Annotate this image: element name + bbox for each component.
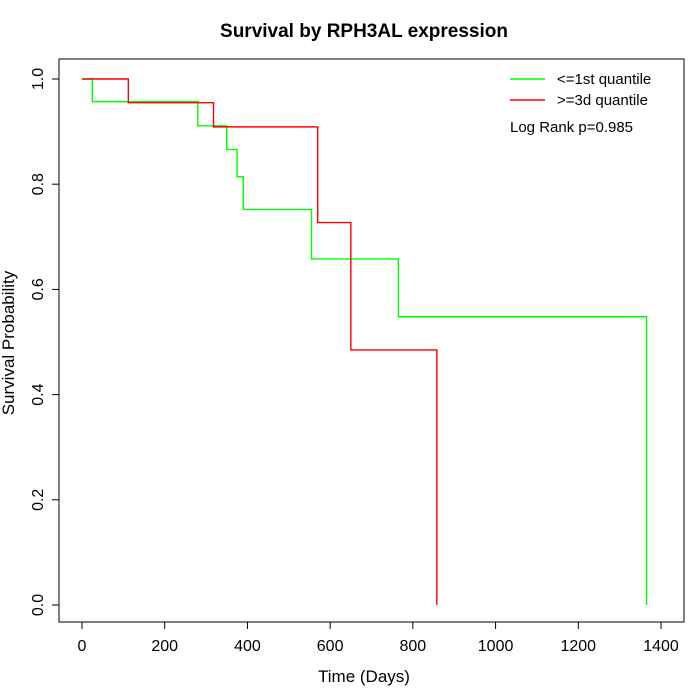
x-axis: 0 200 400 600 800 1000 1200 1400 bbox=[78, 621, 679, 655]
legend: <=1st quantile >=3d quantile bbox=[510, 71, 651, 109]
y-axis: 0.0 0.2 0.4 0.6 0.8 1.0 bbox=[30, 68, 60, 616]
x-tick-label: 600 bbox=[317, 638, 344, 655]
legend-label-series-2: >=3d quantile bbox=[557, 92, 648, 109]
y-tick-label: 1.0 bbox=[30, 68, 47, 90]
log-rank-annotation: Log Rank p=0.985 bbox=[510, 119, 633, 136]
plot-frame bbox=[58, 58, 685, 623]
survival-curve-series-2 bbox=[82, 78, 438, 605]
x-tick-label: 400 bbox=[234, 638, 261, 655]
legend-label-series-1: <=1st quantile bbox=[557, 71, 651, 88]
x-tick-label: 800 bbox=[400, 638, 427, 655]
y-tick-label: 0.2 bbox=[30, 489, 47, 511]
x-tick-label: 1200 bbox=[560, 638, 596, 655]
survival-curve-series-1 bbox=[82, 78, 648, 605]
y-tick-label: 0.0 bbox=[30, 594, 47, 616]
y-tick-label: 0.4 bbox=[30, 383, 47, 405]
survival-curves bbox=[82, 78, 648, 605]
chart-title: Survival by RPH3AL expression bbox=[220, 21, 508, 42]
x-tick-label: 1400 bbox=[643, 638, 679, 655]
x-tick-label: 1000 bbox=[478, 638, 514, 655]
y-axis-label: Survival Probability bbox=[0, 270, 18, 415]
y-tick-label: 0.8 bbox=[30, 173, 47, 195]
x-tick-label: 200 bbox=[151, 638, 178, 655]
x-axis-label: Time (Days) bbox=[318, 667, 410, 686]
x-tick-label: 0 bbox=[78, 638, 87, 655]
y-tick-label: 0.6 bbox=[30, 278, 47, 300]
